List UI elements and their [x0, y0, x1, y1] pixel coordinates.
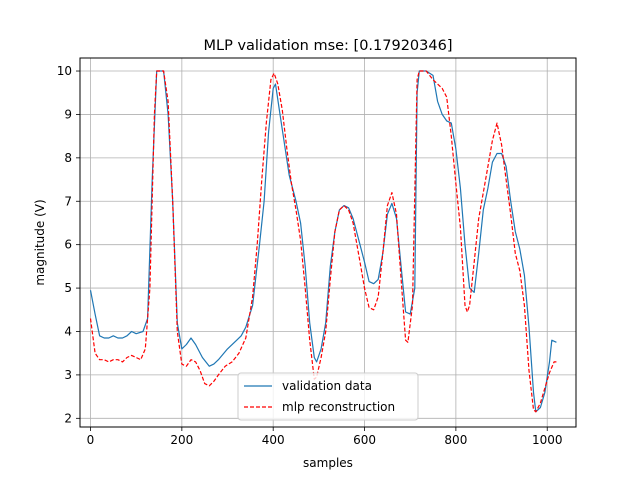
x-tick-label: 1000: [532, 433, 563, 447]
y-tick-label: 2: [64, 411, 72, 425]
y-tick-label: 10: [57, 64, 72, 78]
series-lines: [89, 70, 557, 413]
series-line-validation-data: [89, 70, 557, 413]
legend-label-mlp-reconstruction: mlp reconstruction: [282, 400, 395, 414]
plot-area-frame: [79, 57, 577, 428]
y-tick-label: 4: [64, 324, 72, 338]
x-tick-label: 600: [353, 433, 376, 447]
legend-box: [237, 372, 419, 421]
y-tick-label: 5: [64, 281, 72, 295]
x-tick-label: 0: [87, 433, 95, 447]
axis-ticks: 0 200 400 600 800 1000 2 3 4 5 6 7 8 9 10: [57, 64, 563, 447]
y-tick-label: 3: [64, 368, 72, 382]
series-line-mlp-reconstruction: [89, 70, 557, 413]
chart-title: MLP validation mse: [0.17920346]: [204, 38, 453, 54]
x-tick-label: 400: [262, 433, 285, 447]
y-tick-label: 6: [64, 238, 72, 252]
y-tick-label: 9: [64, 107, 72, 121]
legend-label-validation-data: validation data: [282, 379, 372, 393]
x-axis-label: samples: [303, 456, 353, 470]
grid: [80, 58, 576, 427]
y-axis-label: magnitude (V): [33, 199, 47, 285]
y-tick-label: 8: [64, 151, 72, 165]
y-tick-label: 7: [64, 194, 72, 208]
x-tick-label: 800: [444, 433, 467, 447]
legend: validation data mlp reconstruction: [237, 372, 419, 421]
x-tick-label: 200: [170, 433, 193, 447]
